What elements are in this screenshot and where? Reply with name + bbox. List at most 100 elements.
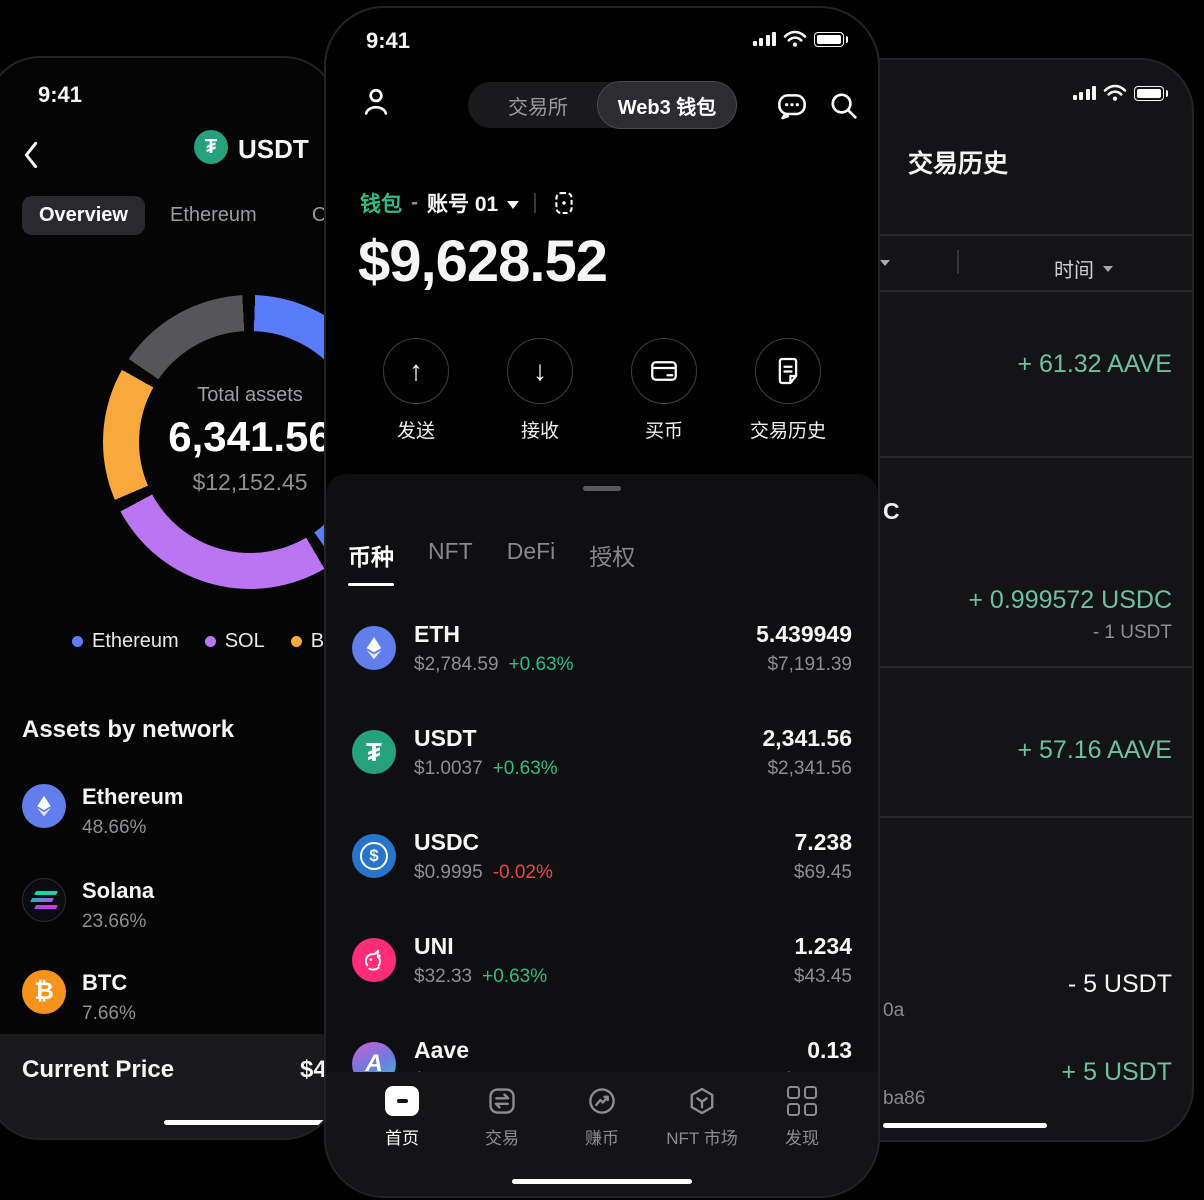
divider [752,666,1192,668]
network-percent: 48.66% [82,817,147,838]
legend-item: SOL [204,630,265,653]
nav-nft-market[interactable]: NFT 市场 [652,1086,752,1196]
nav-label: NFT 市场 [666,1129,738,1148]
segmented-control: 交易所 Web3 钱包 [468,81,737,129]
donut-title: Total assets [197,384,303,406]
trade-icon [489,1088,515,1114]
token-symbol: Aave [414,1036,469,1063]
tab-coins[interactable]: 币种 [348,538,394,586]
scan-icon[interactable] [551,190,577,216]
token-price: $1.0037 [414,757,483,779]
signal-icon [752,32,776,46]
history-button[interactable]: 交易历史 [726,338,850,443]
solana-icon [22,878,66,922]
card-icon [631,338,697,404]
back-button[interactable] [18,140,44,170]
token-row-uni[interactable]: UNI $32.33 +0.63% 1.234 $43.45 [326,908,878,1012]
eth-icon [352,626,396,670]
time-filter-label: 时间 [1054,260,1094,282]
token-symbol: ETH [414,620,460,647]
chat-icon [778,94,806,120]
usdt-icon: ₮ [352,730,396,774]
chat-button[interactable] [776,90,808,122]
token-amount: 0.13 [807,1036,852,1063]
tab-exchange[interactable]: 交易所 [508,96,568,119]
network-row-btc[interactable]: ₿ BTC 7.66% [22,970,136,1025]
legend-label: Ethereum [92,630,179,652]
token-change: -0.02% [492,861,553,883]
document-icon [755,338,821,404]
home-indicator[interactable] [883,1123,1047,1128]
page-title: USDT [238,134,309,164]
network-name: Solana [82,878,155,903]
legend-label: SOL [224,630,265,652]
nav-discover[interactable]: 发现 [752,1086,852,1196]
receive-button[interactable]: ↓ 接收 [478,338,602,443]
chevron-down-icon [1103,265,1113,272]
hidden-filter-caret-icon[interactable] [880,260,890,266]
network-percent: 7.66% [82,1003,136,1024]
legend-item: Ethereum [72,630,179,653]
search-button[interactable] [828,90,860,122]
wallet-label: 钱包 [360,193,402,216]
transaction-amount[interactable]: + 61.32 AAVE [1017,350,1172,378]
wallet-selector[interactable]: 钱包 - 账号 01 [360,188,577,218]
token-change: +0.63% [508,653,574,675]
donut-total-value: 6,341.56 [168,413,332,460]
legend-dot-ethereum [72,636,83,647]
transaction-amount[interactable]: + 57.16 AAVE [1017,736,1172,764]
partial-hash-text: ba86 [883,1088,926,1109]
current-price-bar: Current Price $44,12 [0,1034,336,1138]
token-fiat: $7,191.39 [767,653,852,675]
wallet-separator: - [411,191,418,214]
receive-icon: ↓ [507,338,573,404]
token-row-usdc[interactable]: $ USDC $0.9995 -0.02% 7.238 $69.45 [326,804,878,908]
home-indicator[interactable] [512,1179,692,1184]
tab-ethereum[interactable]: Ethereum [170,204,257,226]
nav-label: 发现 [785,1129,819,1148]
network-name: BTC [82,970,128,995]
nav-earn[interactable]: 赚币 [552,1086,652,1196]
divider [534,193,536,213]
receive-label: 接收 [520,421,559,442]
drag-handle[interactable] [583,486,621,491]
time-filter-button[interactable]: 时间 [1054,254,1113,283]
tab-defi[interactable]: DeFi [506,538,556,564]
network-row-solana[interactable]: Solana 23.66% [22,878,154,933]
divider [752,456,1192,458]
btc-icon: ₿ [22,970,66,1014]
section-title: Assets by network [22,716,235,743]
discover-grid-icon [787,1086,817,1116]
transaction-amount[interactable]: - 5 USDT [1067,970,1172,998]
transaction-amount[interactable]: + 5 USDT [1061,1058,1172,1086]
home-indicator[interactable] [164,1120,336,1125]
token-amount: 7.238 [794,828,852,855]
partial-hash-text: 0a [883,1000,905,1021]
network-row-ethereum[interactable]: Ethereum 48.66% [22,784,183,839]
tab-web3-wallet[interactable]: Web3 钱包 [597,81,737,129]
token-fiat: $2,341.56 [767,757,852,779]
page-title: 交易历史 [908,150,1009,178]
tab-overview[interactable]: Overview [22,196,145,235]
tab-partial[interactable]: O [312,204,328,226]
token-list: ETH $2,784.59 +0.63% 5.439949 $7,191.39 … [326,596,878,1116]
tab-nft[interactable]: NFT [428,538,473,564]
transaction-amount[interactable]: + 0.999572 USDC [968,586,1172,614]
nav-home[interactable]: 首页 [352,1086,452,1196]
token-row-usdt[interactable]: ₮ USDT $1.0037 +0.63% 2,341.56 $2,341.56 [326,700,878,804]
home-icon [385,1086,419,1116]
nav-trade[interactable]: 交易 [452,1086,552,1196]
account-label: 账号 01 [427,193,499,216]
buy-crypto-button[interactable]: 买币 [602,338,726,443]
wifi-icon [783,30,807,47]
network-percent: 23.66% [82,911,147,932]
battery-icon [814,31,848,47]
profile-button[interactable] [360,86,392,118]
token-amount: 5.439949 [756,620,852,647]
send-button[interactable]: ↑ 发送 [354,338,478,443]
chevron-down-icon [507,200,520,209]
send-icon: ↑ [383,338,449,404]
send-label: 发送 [396,421,435,442]
tab-approvals[interactable]: 授权 [589,544,636,570]
token-row-eth[interactable]: ETH $2,784.59 +0.63% 5.439949 $7,191.39 [326,596,878,700]
